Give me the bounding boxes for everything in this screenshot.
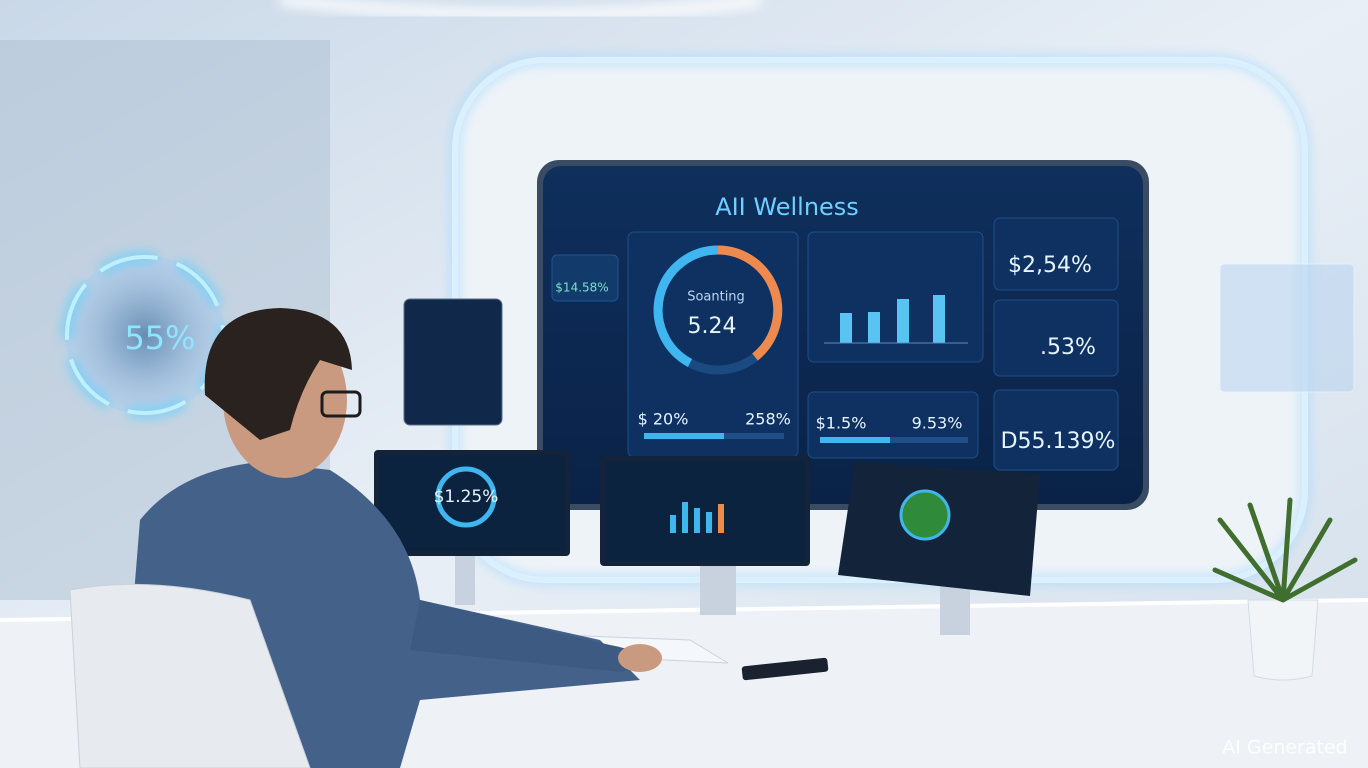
bar [897, 299, 909, 343]
hair [204, 308, 352, 440]
monitor-bar [682, 502, 688, 533]
bottom-stat: $ 20% [638, 410, 689, 429]
hologram: 55% [63, 253, 227, 417]
monitor-ring [435, 466, 497, 528]
bar-chart [824, 295, 968, 344]
arm [410, 600, 650, 672]
monitor-value: $1.25% [434, 487, 499, 507]
ceiling-light [279, 0, 761, 20]
chair [69, 583, 311, 768]
gauge-label: Soanting [687, 290, 745, 305]
monitor-bar [694, 508, 700, 533]
progress-track [820, 437, 968, 443]
monitor: $1.25% [374, 450, 570, 605]
monitor-bar [670, 515, 676, 533]
phone [741, 657, 829, 681]
monitor-bar [706, 512, 712, 533]
tablet [403, 298, 503, 426]
pot [1247, 599, 1319, 681]
wall-display: AII Wellness $14.58% Soanting 5.24 $2,54… [537, 160, 1149, 510]
monitor [600, 456, 810, 615]
monitor-screen [605, 461, 805, 561]
holo-disc [65, 255, 225, 415]
display-title: AII Wellness [715, 193, 859, 221]
gauge-arc-orange [717, 245, 783, 361]
monitor [838, 462, 1040, 635]
gauge-value: 5.24 [688, 314, 737, 339]
monitor-bar [718, 504, 724, 533]
side-hologram [1219, 263, 1355, 393]
bottom-stat: $1.5% [816, 414, 867, 433]
leaves [1212, 497, 1358, 603]
monitor-stand [455, 555, 475, 605]
bottom-stat: 258% [745, 410, 791, 429]
watermark: AI Generated [1222, 737, 1347, 759]
progress-fill [820, 437, 890, 443]
bar [868, 312, 880, 343]
glasses [320, 390, 362, 418]
gauge-arc-blue [653, 245, 719, 367]
stat-value: $2,54% [1008, 253, 1092, 278]
monitor-stand [700, 565, 736, 615]
stat-value: .53% [1040, 335, 1096, 360]
bar [933, 295, 945, 343]
progress-fill [644, 433, 724, 439]
stat-value: D55.139% [1001, 429, 1116, 454]
globe [899, 489, 951, 541]
stat-panel [993, 389, 1119, 471]
side-panel [551, 254, 619, 302]
stat-panel [993, 217, 1119, 291]
monitor-stand [940, 585, 970, 635]
bar [840, 313, 852, 343]
side-stat: $14.58% [555, 281, 608, 295]
plant [1212, 497, 1358, 681]
stat-panel [993, 299, 1119, 377]
bottom-stat: 9.53% [912, 414, 963, 433]
holo-value: 55% [124, 319, 195, 357]
hand [618, 644, 662, 672]
